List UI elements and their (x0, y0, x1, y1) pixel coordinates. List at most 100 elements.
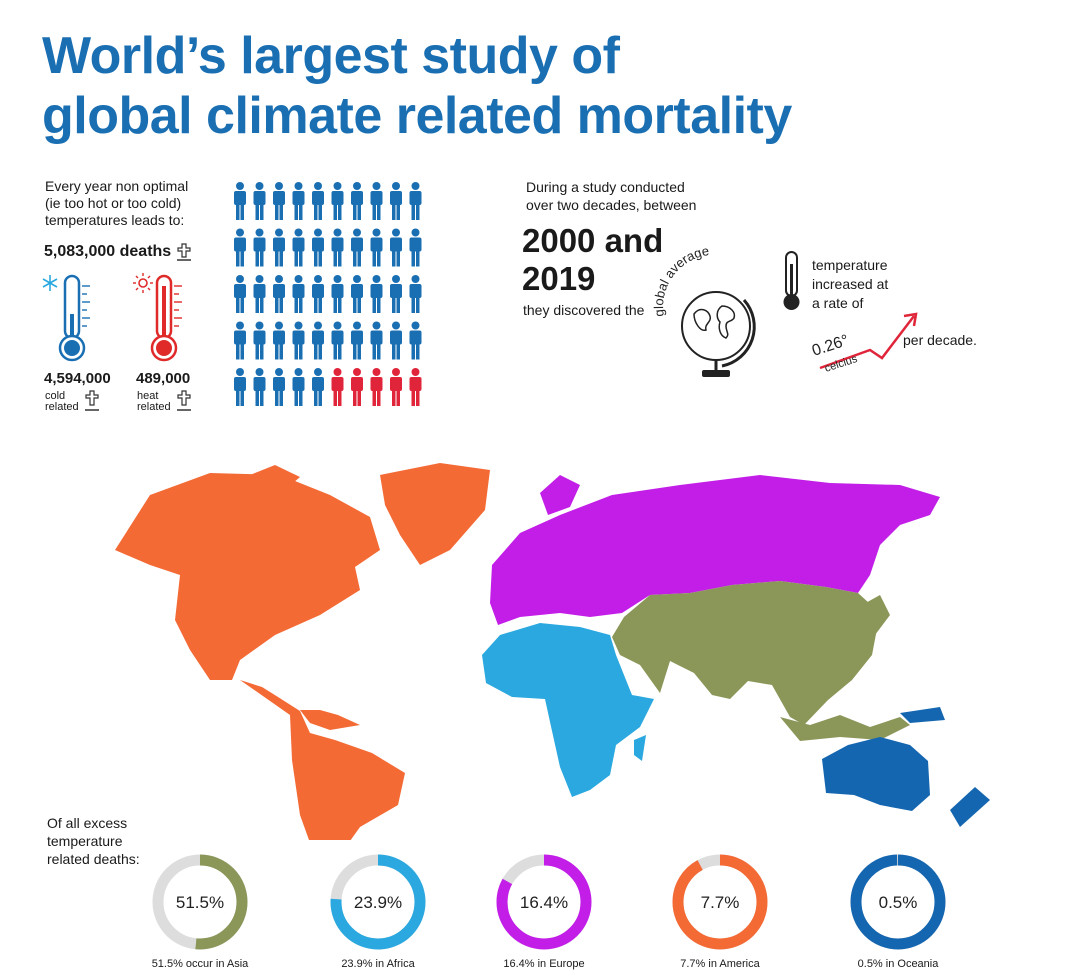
donut-caption: 0.5% in Oceania (857, 958, 939, 970)
donut-value: 0.5% (879, 893, 918, 912)
breakdown-heading-line-1: Of all excess (47, 815, 128, 831)
person-icon-cold (409, 321, 422, 360)
title-line-2: global climate related mortality (42, 87, 792, 145)
donut-caption: 7.7% in America (680, 958, 760, 970)
study-discovered: they discovered the (523, 302, 645, 318)
person-icon-cold (370, 182, 383, 220)
map-region-africa (482, 623, 654, 797)
donut-4: 7.7% (670, 852, 790, 952)
person-icon-heat (331, 368, 344, 406)
person-icon-cold (370, 321, 383, 360)
person-icon-cold (292, 182, 305, 220)
map-region-asia (612, 581, 910, 741)
breakdown-heading-line-2: temperature (47, 833, 123, 849)
person-icon-cold (292, 228, 305, 267)
donut-2: 23.9% (328, 852, 448, 952)
thermometer-icon (783, 251, 800, 310)
person-icon-cold (253, 321, 266, 360)
person-icon-cold (234, 228, 246, 267)
person-icon-cold (253, 228, 266, 267)
person-icon-cold (331, 321, 344, 360)
donut-arc (496, 854, 592, 950)
total-deaths-value: 5,083,000 deaths (44, 243, 172, 261)
heat-label: heat related (137, 391, 171, 413)
total-deaths: 5,083,000 deaths (44, 243, 192, 261)
map-region-europe (490, 475, 940, 625)
globe-icon: global average (651, 248, 756, 377)
sun-icon (133, 273, 153, 293)
person-icon-cold (292, 321, 305, 360)
person-icon-cold (312, 182, 324, 220)
person-icon-cold (331, 228, 344, 267)
donut-value: 51.5% (176, 893, 224, 912)
study-year-2: 2019 (522, 260, 596, 297)
donut-caption: 23.9% in Africa (341, 958, 415, 970)
person-icon-cold (409, 275, 422, 313)
person-icon-cold (351, 228, 363, 267)
person-icon-cold (351, 321, 363, 360)
title-line-1: World’s largest study of (42, 27, 620, 85)
person-icon-heat (390, 368, 402, 406)
intro-line-1: Every year non optimal (45, 178, 189, 194)
person-icon-cold (253, 275, 266, 313)
donut-value: 7.7% (701, 893, 740, 912)
study-years: 2000 and 2019 (522, 222, 663, 298)
cold-label-line-2: related (45, 401, 79, 413)
heat-label-line-2: related (137, 401, 171, 413)
donut-value: 16.4% (520, 893, 568, 912)
donut-chart: 16.4% (496, 854, 592, 950)
study-line-2: over two decades, between (526, 197, 697, 213)
person-icon-cold (390, 321, 402, 360)
person-icon-cold (312, 321, 324, 360)
person-icon-cold (273, 275, 285, 313)
person-icon-cold (312, 368, 324, 406)
person-icon-cold (292, 368, 305, 406)
breakdown-heading-line-3: related deaths: (47, 851, 140, 867)
person-icon-heat (370, 368, 383, 406)
person-icon-heat (409, 368, 422, 406)
temperature-text: temperature increased at a rate of (812, 256, 888, 313)
person-icon-cold (312, 228, 324, 267)
donut-arc (850, 854, 946, 950)
person-icon-cold (273, 368, 285, 406)
person-icon-cold (292, 275, 305, 313)
person-icon-cold (331, 182, 344, 220)
cold-deaths-value: 4,594,000 (44, 370, 111, 387)
people-grid (234, 182, 422, 406)
person-icon-cold (253, 368, 266, 406)
temp-line-3: a rate of (812, 295, 864, 311)
person-icon-cold (409, 228, 422, 267)
map-region-oceania (822, 707, 990, 827)
donut-arc (330, 854, 426, 950)
donut-chart: 51.5% (152, 854, 248, 950)
temp-line-2: increased at (812, 276, 889, 292)
person-icon-cold (351, 275, 363, 313)
donut-3: 16.4% (494, 852, 614, 952)
heat-deaths-value: 489,000 (136, 370, 191, 387)
person-icon-cold (331, 275, 344, 313)
donut-1: 51.5% (150, 852, 270, 952)
person-icon-cold (234, 182, 246, 220)
map-region-america (115, 463, 490, 840)
person-icon-cold (409, 182, 422, 220)
person-icon-heat (351, 368, 363, 406)
intro-line-3: temperatures leads to: (45, 212, 185, 228)
rate-unit: celcius (823, 353, 859, 375)
heat-grave-icon (177, 390, 191, 411)
person-icon-cold (253, 182, 266, 220)
study-line-1: During a study conducted (526, 179, 685, 195)
rate-arrow-graphic: 0.26° celcius (810, 312, 918, 375)
study-year-1: 2000 and (522, 222, 664, 259)
donut-chart: 0.5% (850, 854, 946, 950)
temp-line-1: temperature (812, 257, 888, 273)
donut-arc (672, 854, 768, 950)
grave-cross-icon (176, 243, 191, 261)
person-icon-cold (273, 182, 285, 220)
donut-5: 0.5% (848, 852, 968, 952)
cold-thermometer (42, 274, 90, 362)
breakdown-heading: Of all excess temperature related deaths… (47, 814, 140, 868)
person-icon-cold (390, 228, 402, 267)
per-decade-label: per decade. (903, 332, 977, 348)
heat-thermometer (133, 273, 182, 362)
person-icon-cold (234, 321, 246, 360)
